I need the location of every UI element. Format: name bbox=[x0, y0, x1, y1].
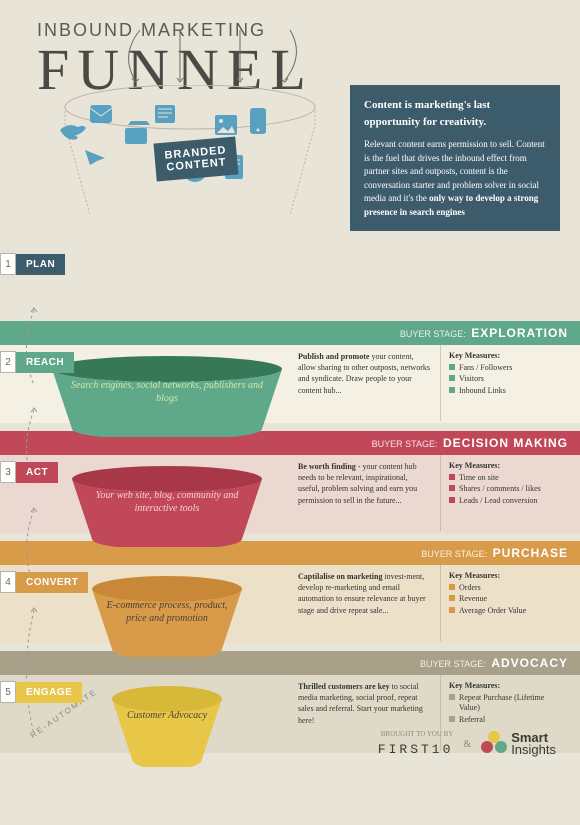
pencil-icon bbox=[85, 150, 105, 165]
stage-plan: 1PLAN bbox=[0, 283, 580, 313]
intro-heading: Content is marketing's last opportunity … bbox=[364, 97, 546, 130]
slice-text: E-commerce process, product, price and p… bbox=[102, 599, 232, 625]
measure-item: Shares / comments / likes bbox=[449, 484, 558, 494]
stage-act: BUYER STAGE: DECISION MAKING3ACT Your we… bbox=[0, 431, 580, 533]
doc-icon bbox=[155, 105, 175, 123]
key-measures: Key Measures: OrdersRevenueAverage Order… bbox=[440, 563, 558, 641]
key-measures: Key Measures: Time on siteShares / comme… bbox=[440, 453, 558, 531]
key-measures: Key Measures: Fans / FollowersVisitorsIn… bbox=[440, 343, 558, 421]
measure-item: Visitors bbox=[449, 374, 558, 384]
slice-text: Your web site, blog, community and inter… bbox=[82, 489, 252, 515]
stage-name-tab: ENGAGE bbox=[16, 682, 82, 703]
measure-item: Leads / Lead conversion bbox=[449, 496, 558, 506]
stage-number: 1 bbox=[0, 253, 16, 275]
measure-item: Fans / Followers bbox=[449, 363, 558, 373]
stage-number: 4 bbox=[0, 571, 16, 593]
measure-item: Orders bbox=[449, 583, 558, 593]
stage-description: Publish and promote your content, allow … bbox=[292, 343, 440, 421]
buyer-stage-banner: BUYER STAGE: EXPLORATION bbox=[0, 321, 580, 345]
measure-item: Referral bbox=[449, 715, 558, 725]
stage-reach: BUYER STAGE: EXPLORATION 2REACH Search en… bbox=[0, 321, 580, 423]
stage-convert: BUYER STAGE: PURCHASE4CONVERT E-commerce… bbox=[0, 541, 580, 643]
brand-first10: FIRST10 bbox=[378, 740, 454, 760]
slice-text: Customer Advocacy bbox=[122, 709, 212, 722]
mail-icon bbox=[90, 105, 112, 123]
stage-name-tab: PLAN bbox=[16, 254, 65, 275]
stage-name-tab: CONVERT bbox=[16, 572, 88, 593]
stage-name-tab: ACT bbox=[16, 462, 58, 483]
branded-content-badge: BRANDEDCONTENT bbox=[153, 136, 238, 181]
stage-name-tab: REACH bbox=[16, 352, 74, 373]
measure-item: Average Order Value bbox=[449, 606, 558, 616]
slice-text: Search engines, social networks, publish… bbox=[62, 379, 272, 405]
stage-number: 5 bbox=[0, 681, 16, 703]
brand-smartinsights: SmartInsights bbox=[481, 731, 556, 757]
stage-description: Be worth finding - your content hub need… bbox=[292, 453, 440, 531]
stage-number: 2 bbox=[0, 351, 16, 373]
video-icon bbox=[125, 128, 147, 144]
footer: BROUGHT TO YOU BY FIRST10 & SmartInsight… bbox=[378, 729, 556, 759]
stage-description: Captilalise on marketing invest-ment, de… bbox=[292, 563, 440, 641]
stage-number: 3 bbox=[0, 461, 16, 483]
twitter-icon bbox=[60, 125, 86, 140]
intro-body: Relevant content earns permission to sel… bbox=[364, 138, 546, 219]
measure-item: Repeat Purchase (Lifetime Value) bbox=[449, 693, 558, 714]
measure-item: Time on site bbox=[449, 473, 558, 483]
measure-item: Revenue bbox=[449, 594, 558, 604]
measure-item: Inbound Links bbox=[449, 386, 558, 396]
